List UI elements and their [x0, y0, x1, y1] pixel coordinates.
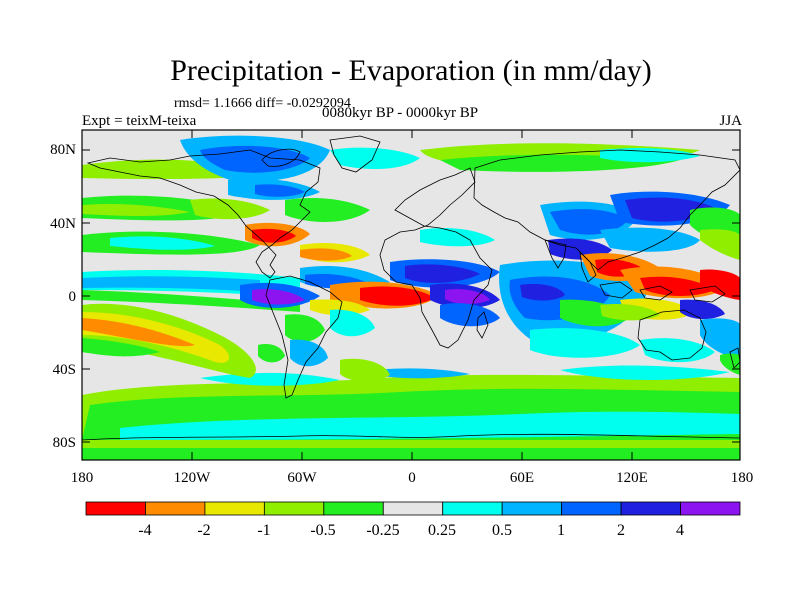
colorbar-swatch: [323, 501, 384, 516]
plot-title: Precipitation - Evaporation (in mm/day): [170, 54, 652, 87]
colorbar-swatch: [263, 501, 325, 516]
lon-label-180w: 180: [70, 470, 94, 486]
experiment-label: Expt = teixM-teixa: [82, 113, 197, 129]
lon-label-120w: 120W: [173, 470, 211, 486]
colorbar-swatch: [145, 501, 206, 516]
period-label: 0080kyr BP - 0000kyr BP: [322, 105, 479, 121]
coastlines: [82, 135, 740, 441]
colorbar-label-1: -4: [138, 522, 152, 539]
colorbar-swatch: [85, 501, 146, 516]
map-frame: [81, 129, 741, 461]
lon-label-120e: 120E: [616, 470, 648, 486]
colorbar-label-6: 0.25: [428, 522, 456, 539]
colorbar-label-2: -2: [197, 522, 211, 539]
lat-label-40s: 40S: [52, 362, 76, 378]
colorbar-swatch: [442, 501, 503, 516]
colorbar-swatch: [204, 501, 265, 516]
colorbar-label-10: 4: [676, 522, 684, 539]
colorbar-label-5: -0.25: [366, 522, 400, 539]
pe-field: [82, 130, 740, 460]
colorbar-swatch: [501, 501, 563, 516]
season-label: JJA: [719, 113, 742, 129]
colorbar-label-8: 1: [557, 522, 565, 539]
colorbar-swatch: [382, 501, 444, 516]
colorbar-swatch: [620, 501, 681, 516]
colorbar-swatch: [680, 501, 741, 516]
lon-label-180e: 180: [730, 470, 754, 486]
colorbar-label-7: 0.5: [492, 522, 512, 539]
lat-label-0: 0: [68, 289, 77, 305]
stats-label: rmsd= 1.1666 diff= -0.0292094: [174, 96, 351, 111]
colorbar: [85, 501, 741, 516]
lat-label-40n: 40N: [50, 216, 76, 232]
colorbar-label-3: -1: [257, 522, 271, 539]
lat-label-80s: 80S: [52, 435, 76, 451]
lon-label-0: 0: [408, 470, 416, 486]
lat-label-80n: 80N: [50, 142, 76, 158]
colorbar-label-9: 2: [617, 522, 625, 539]
colorbar-label-4: -0.5: [310, 522, 336, 539]
lon-label-60w: 60W: [287, 470, 317, 486]
colorbar-swatch: [561, 501, 622, 516]
lon-label-60e: 60E: [509, 470, 535, 486]
